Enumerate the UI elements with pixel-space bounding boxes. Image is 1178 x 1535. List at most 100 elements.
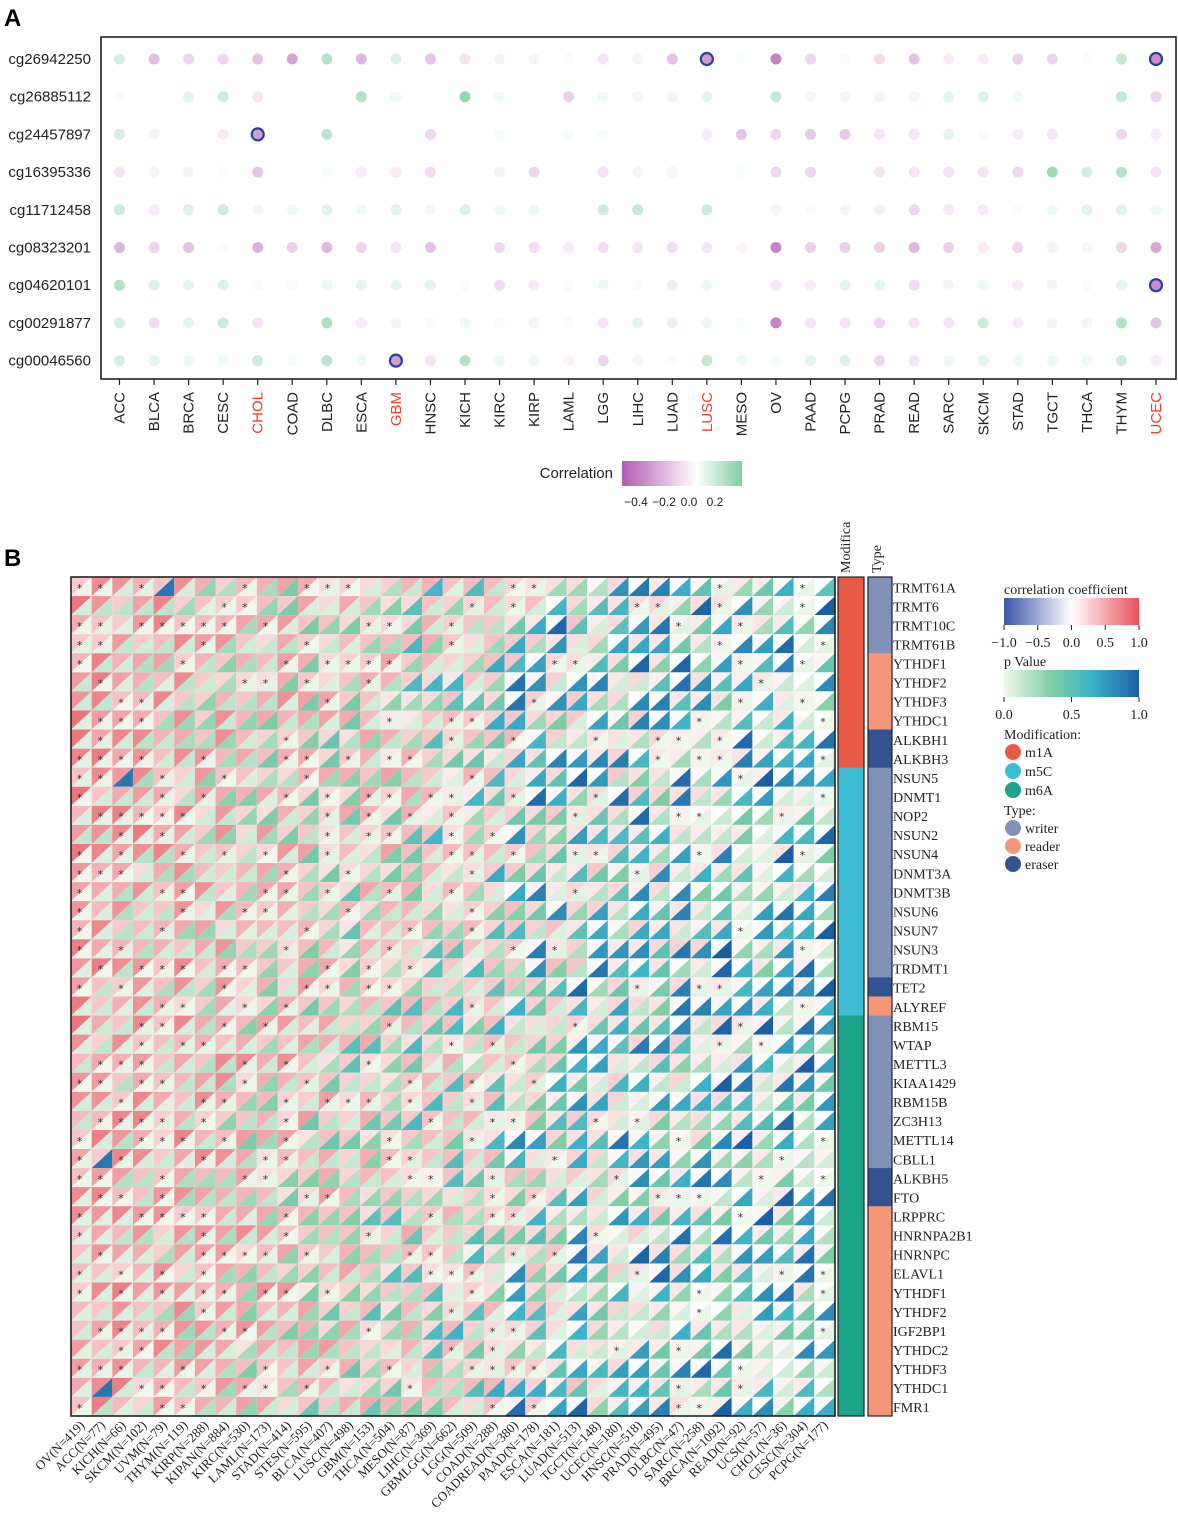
correlation-dot <box>355 91 367 103</box>
pvalue-triangle <box>711 786 732 806</box>
pvalue-triangle <box>752 882 774 902</box>
pvalue-triangle <box>442 863 464 883</box>
pvalue-triangle <box>360 996 381 1016</box>
pvalue-triangle <box>132 1282 154 1302</box>
corr-triangle <box>132 1168 154 1188</box>
modification-annotation <box>838 1244 864 1264</box>
pvalue-triangle <box>298 863 319 883</box>
pvalue-triangle <box>628 996 650 1016</box>
corr-triangle <box>277 1396 299 1416</box>
corr-triangle <box>483 767 505 787</box>
corr-triangle <box>380 1168 402 1188</box>
corr-triangle <box>153 996 175 1016</box>
pvalue-triangle <box>71 767 92 787</box>
significance-mark: * <box>283 753 289 766</box>
pvalue-triangle <box>483 1320 505 1340</box>
pvalue-triangle <box>814 1072 835 1092</box>
corr-triangle <box>91 1187 113 1207</box>
pvalue-triangle <box>194 977 216 997</box>
corr-triangle <box>607 1377 629 1397</box>
pvalue-triangle <box>669 1149 691 1169</box>
significance-mark: * <box>696 1287 702 1300</box>
corr-triangle <box>71 901 92 921</box>
significance-mark: * <box>779 1154 785 1167</box>
correlation-dot <box>252 317 264 329</box>
corr-triangle <box>256 1206 278 1226</box>
corr-triangle <box>112 615 133 635</box>
pvalue-triangle <box>132 672 154 692</box>
pvalue-triangle <box>339 1053 361 1073</box>
pvalue-triangle <box>483 691 505 711</box>
pvalue-triangle <box>731 710 753 730</box>
panel-b-label: B <box>4 545 21 572</box>
corr-triangle <box>360 786 381 806</box>
correlation-dot <box>1081 242 1093 253</box>
significance-mark: * <box>160 1192 166 1205</box>
gene-label: NOP2 <box>893 810 928 825</box>
corr-triangle <box>256 1034 278 1054</box>
corr-triangle <box>731 748 753 768</box>
corr-triangle <box>504 1396 526 1416</box>
corr-triangle <box>483 729 505 749</box>
pvalue-triangle <box>587 901 608 921</box>
correlation-dot <box>666 317 678 329</box>
significance-mark: * <box>387 715 393 728</box>
significance-mark: * <box>572 658 578 671</box>
pvalue-triangle <box>504 1358 526 1378</box>
correlation-dot <box>770 355 782 367</box>
correlation-dot <box>183 91 195 103</box>
significance-mark: * <box>118 1326 124 1339</box>
pvalue-triangle <box>525 1263 546 1283</box>
pvalue-triangle <box>442 901 464 921</box>
significance-mark: * <box>263 849 269 862</box>
corr-triangle <box>360 805 381 825</box>
pvalue-triangle <box>463 939 484 959</box>
correlation-dot <box>735 91 747 103</box>
significance-mark: * <box>366 658 372 671</box>
pvalue-triangle <box>587 1187 608 1207</box>
pvalue-triangle <box>566 863 588 883</box>
pvalue-triangle <box>215 1072 237 1092</box>
corr-triangle <box>380 710 402 730</box>
corr-triangle <box>566 767 588 787</box>
pvalue-triangle <box>153 939 175 959</box>
significance-mark: * <box>221 849 227 862</box>
corr-triangle <box>215 1015 237 1035</box>
pvalue-triangle <box>711 1034 732 1054</box>
significance-mark: * <box>366 1326 372 1339</box>
corr-triangle <box>773 1072 794 1092</box>
pvalue-triangle <box>525 1187 546 1207</box>
pvalue-triangle <box>525 1377 546 1397</box>
corr-triangle <box>112 920 133 940</box>
pvalue-triangle <box>132 710 154 730</box>
corr-triangle <box>360 824 381 844</box>
pvalue-triangle <box>360 863 381 883</box>
significance-mark: * <box>201 1268 207 1281</box>
significance-mark: * <box>180 1402 186 1415</box>
pvalue-triangle <box>153 577 175 597</box>
pvalue-triangle <box>277 1263 299 1283</box>
modification-annotation <box>838 748 864 769</box>
corr-triangle <box>112 977 133 997</box>
pvalue-triangle <box>360 691 381 711</box>
corr-triangle <box>566 1377 588 1397</box>
corr-triangle <box>298 1034 319 1054</box>
pvalue-triangle <box>112 1072 133 1092</box>
pvalue-triangle <box>690 767 712 787</box>
pvalue-triangle <box>566 1377 588 1397</box>
corr-triangle <box>236 1110 257 1130</box>
corr-triangle <box>649 1072 670 1092</box>
pvalue-triangle <box>339 1091 361 1111</box>
corr-triangle <box>773 1225 794 1245</box>
pvalue-triangle <box>339 767 361 787</box>
pvalue-triangle <box>463 596 484 616</box>
corr-triangle <box>339 577 361 597</box>
corr-triangle <box>380 1282 402 1302</box>
significance-mark: * <box>304 982 310 995</box>
corr-triangle <box>793 729 815 749</box>
corr-triangle <box>298 653 319 673</box>
pvalue-triangle <box>711 939 732 959</box>
modification-annotation <box>838 1358 864 1379</box>
corr-triangle <box>256 1396 278 1416</box>
corr-triangle <box>256 577 278 597</box>
